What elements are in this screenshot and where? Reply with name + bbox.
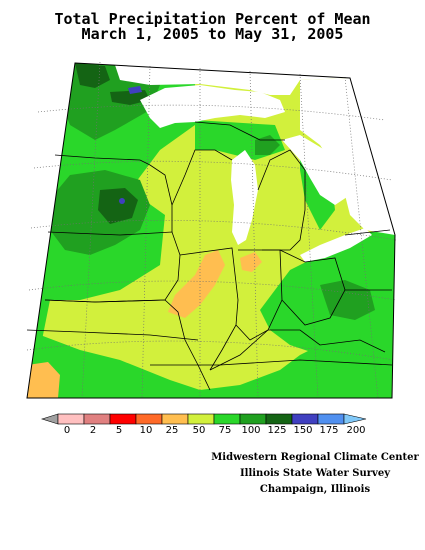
legend-swatch-0-2 (57, 413, 85, 425)
legend-label-25: 25 (165, 425, 179, 436)
map-region (27, 63, 395, 398)
south-line (26, 329, 199, 341)
orange-zone-indiana (240, 252, 262, 272)
legend-swatch-25-50 (161, 413, 189, 425)
legend-swatch-5-10 (109, 413, 137, 425)
legend-label-5: 5 (115, 425, 123, 436)
legend-swatch-150-175 (291, 413, 319, 425)
legend-label-150: 150 (293, 425, 313, 436)
legend-label-0: 0 (63, 425, 71, 436)
graticule (26, 61, 397, 399)
legend-label-200: 200 (346, 425, 366, 436)
darkest-green-zone-mn-north (75, 63, 110, 88)
lake-superior (140, 85, 285, 128)
map-title-line1: Total Precipitation Percent of Mean (54, 10, 371, 28)
credit-line-2: Illinois State Water Survey (239, 468, 391, 479)
wi-border (171, 149, 233, 206)
legend-swatch-75-100 (213, 413, 241, 425)
credit-line-3: Champaign, Illinois (259, 484, 371, 495)
legend-swatch-below-0 (40, 413, 59, 425)
boundaries (26, 62, 396, 399)
legend-label-75: 75 (218, 425, 232, 436)
legend-swatch-100-125 (239, 413, 267, 425)
canada-north (110, 63, 350, 95)
il-border (179, 247, 239, 371)
legend-swatch-175-200 (317, 413, 345, 425)
legend-label-50: 50 (192, 425, 206, 436)
ontario-region (300, 78, 395, 235)
legend-label-125: 125 (267, 425, 287, 436)
pa-ny (344, 229, 392, 291)
legend-swatch-10-25 (135, 413, 163, 425)
legend-swatch-2-5 (83, 413, 111, 425)
green-zone-south (27, 330, 395, 398)
lake-michigan (231, 150, 258, 245)
legend-swatch-50-75 (187, 413, 215, 425)
legend-swatch-above-200 (343, 413, 367, 425)
credit-line-1: Midwestern Regional Climate Center (211, 452, 419, 463)
darkest-green-zone-mn-lake (110, 90, 150, 105)
ky-border (209, 329, 386, 371)
orange-zone-southwest (27, 362, 60, 398)
orange-zone-illinois (168, 250, 225, 318)
legend-swatch-125-150 (265, 413, 293, 425)
legend-label-100: 100 (241, 425, 261, 436)
darkest-green-zone-mn-central (98, 188, 138, 224)
legend-label-2: 2 (89, 425, 97, 436)
legend-colorbar (40, 413, 367, 425)
blue-spot-lake-superior (128, 86, 142, 94)
legend-label-175: 175 (319, 425, 339, 436)
blue-spot-mn (119, 198, 125, 204)
tn-border (150, 359, 393, 366)
legend-label-10: 10 (139, 425, 153, 436)
map-title-line2: March 1, 2005 to May 31, 2005 (81, 25, 344, 43)
mi-lower (257, 149, 306, 251)
lake-erie (300, 228, 372, 262)
mi-upper (194, 121, 285, 141)
